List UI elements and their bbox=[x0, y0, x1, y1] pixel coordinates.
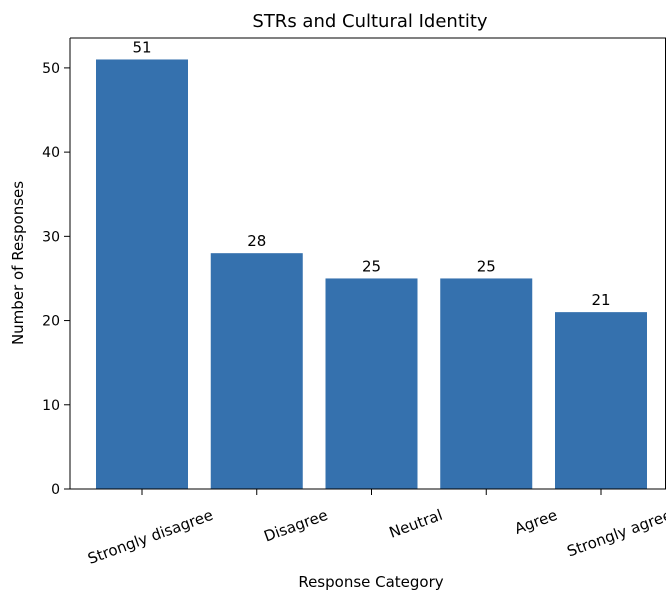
x-tick-label: Agree bbox=[512, 506, 560, 538]
data-label: 28 bbox=[247, 232, 266, 250]
chart-title: STRs and Cultural Identity bbox=[252, 11, 488, 32]
x-tick-label: Strongly disagree bbox=[85, 506, 215, 568]
bar bbox=[96, 59, 188, 489]
y-tick-label: 10 bbox=[42, 398, 60, 414]
x-tick-label: Disagree bbox=[261, 506, 330, 546]
data-label: 21 bbox=[591, 291, 610, 309]
plot-area: 51 Strongly disagree 28 Disagree 25 Neutral 25… bbox=[42, 37, 666, 568]
bar bbox=[440, 278, 533, 489]
data-label: 51 bbox=[132, 38, 151, 56]
y-tick-label: 20 bbox=[42, 314, 60, 330]
x-tick-label: Strongly agree bbox=[565, 506, 666, 561]
data-label: 25 bbox=[362, 257, 381, 275]
y-tick-label: 50 bbox=[42, 61, 60, 77]
y-axis-label: Number of Responses bbox=[9, 181, 27, 345]
x-axis-label: Response Category bbox=[298, 573, 443, 591]
y-tick-label: 0 bbox=[51, 482, 60, 498]
bar bbox=[210, 253, 303, 489]
x-tick-label: Neutral bbox=[387, 506, 445, 542]
y-tick-label: 40 bbox=[42, 145, 60, 161]
bar bbox=[555, 312, 647, 489]
y-tick-label: 30 bbox=[42, 229, 60, 245]
bar bbox=[325, 278, 418, 489]
data-label: 25 bbox=[477, 257, 496, 275]
